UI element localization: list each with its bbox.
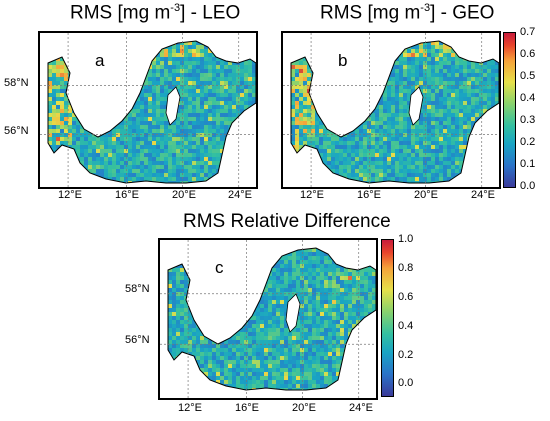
coastline xyxy=(290,40,499,184)
panel-b-label: b xyxy=(335,51,351,71)
lon-tick-20-c: 20°E xyxy=(292,402,316,414)
panel-b-title: RMS [mg m-3] - GEO xyxy=(320,2,495,24)
cbar-top-tick-0.3: 0.3 xyxy=(520,114,536,126)
gotland-island xyxy=(408,86,424,126)
cbar-bottom-tick-0.2: 0.2 xyxy=(398,349,414,361)
baltic-map-c xyxy=(160,240,376,398)
cbar-top-tick-0.5: 0.5 xyxy=(520,70,536,82)
colorbar-bottom xyxy=(381,239,394,397)
cbar-bottom-tick-0.4: 0.4 xyxy=(398,320,414,332)
map-panel-b: b xyxy=(281,31,501,189)
lon-tick-12-a: 12°E xyxy=(58,189,82,201)
cbar-top-tick-0.0: 0.0 xyxy=(520,180,536,192)
lat-tick-58-a: 58°N xyxy=(4,77,29,89)
cbar-top-tick-0.7: 0.7 xyxy=(520,26,536,38)
gotland-island xyxy=(165,86,181,126)
lat-tick-56-c: 56°N xyxy=(125,334,150,346)
lon-tick-12-c: 12°E xyxy=(178,402,202,414)
cbar-top-tick-0.2: 0.2 xyxy=(520,136,536,148)
baltic-map-a xyxy=(40,33,256,187)
coastline xyxy=(47,40,256,184)
lon-tick-20-a: 20°E xyxy=(172,189,196,201)
lat-tick-56-a: 56°N xyxy=(4,125,29,137)
lon-tick-24-c: 24°E xyxy=(349,402,373,414)
cbar-bottom-tick-0.8: 0.8 xyxy=(398,262,414,274)
cbar-top-tick-0.1: 0.1 xyxy=(520,158,536,170)
panel-a-title: RMS [mg m-3] - LEO xyxy=(70,2,241,24)
cbar-top-tick-0.6: 0.6 xyxy=(520,48,536,60)
lon-tick-16-c: 16°E xyxy=(235,402,259,414)
cbar-top-tick-0.4: 0.4 xyxy=(520,92,536,104)
coastline xyxy=(167,247,376,391)
panel-c-label: c xyxy=(212,258,227,278)
cbar-bottom-tick-0.0: 0.0 xyxy=(398,377,414,389)
cbar-bottom-tick-0.6: 0.6 xyxy=(398,291,414,303)
lon-tick-20-b: 20°E xyxy=(414,189,438,201)
lon-tick-24-b: 24°E xyxy=(471,189,495,201)
cbar-bottom-tick-1.0: 1.0 xyxy=(398,233,414,245)
colorbar-top xyxy=(503,32,516,188)
baltic-map-b xyxy=(283,33,499,187)
lon-tick-16-b: 16°E xyxy=(357,189,381,201)
lon-tick-12-b: 12°E xyxy=(300,189,324,201)
map-panel-c: c xyxy=(158,238,378,400)
panel-c-title: RMS Relative Difference xyxy=(183,211,391,232)
panel-a-label: a xyxy=(92,51,108,71)
lon-tick-16-a: 16°E xyxy=(115,189,139,201)
lat-tick-58-c: 58°N xyxy=(125,283,150,295)
lon-tick-24-a: 24°E xyxy=(228,189,252,201)
map-panel-a: a xyxy=(38,31,258,189)
